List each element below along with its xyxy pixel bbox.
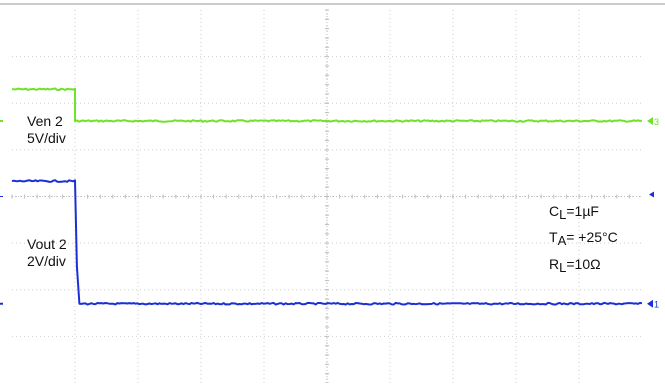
- trace-ven: [11, 87, 643, 123]
- vout-label-scale: 2V/div: [27, 253, 66, 269]
- annotation-rl: RL=10Ω: [549, 256, 601, 275]
- annotation-ta-symbol: T: [549, 229, 558, 245]
- channel-marker-icon: [647, 299, 653, 308]
- channel-marker-label: 3: [654, 117, 659, 127]
- annotation-cl-subscript: L: [559, 207, 567, 222]
- annotation-rl-symbol: R: [549, 256, 560, 272]
- trace-vout: [11, 179, 643, 306]
- annotation-ta: TA= +25°C: [549, 229, 618, 248]
- vout-label: Vout 2 2V/div: [27, 236, 67, 270]
- trigger-marker-icon: [649, 191, 654, 198]
- channel-marker-icon: [647, 116, 653, 125]
- ven-label-scale: 5V/div: [27, 130, 66, 146]
- vout-label-name: Vout 2: [27, 236, 67, 252]
- annotation-ta-value: = +25°C: [566, 229, 618, 245]
- annotation-ta-subscript: A: [557, 233, 567, 248]
- ven-label: Ven 2 5V/div: [27, 113, 66, 147]
- channel-marker-label: 1: [654, 300, 659, 310]
- annotation-cl-value: =1µF: [566, 203, 599, 219]
- ven-label-name: Ven 2: [27, 113, 63, 129]
- annotation-cl: CL=1µF: [549, 203, 599, 222]
- annotation-cl-symbol: C: [549, 203, 560, 219]
- annotation-rl-subscript: L: [559, 260, 567, 275]
- annotation-rl-value: =10Ω: [566, 256, 601, 272]
